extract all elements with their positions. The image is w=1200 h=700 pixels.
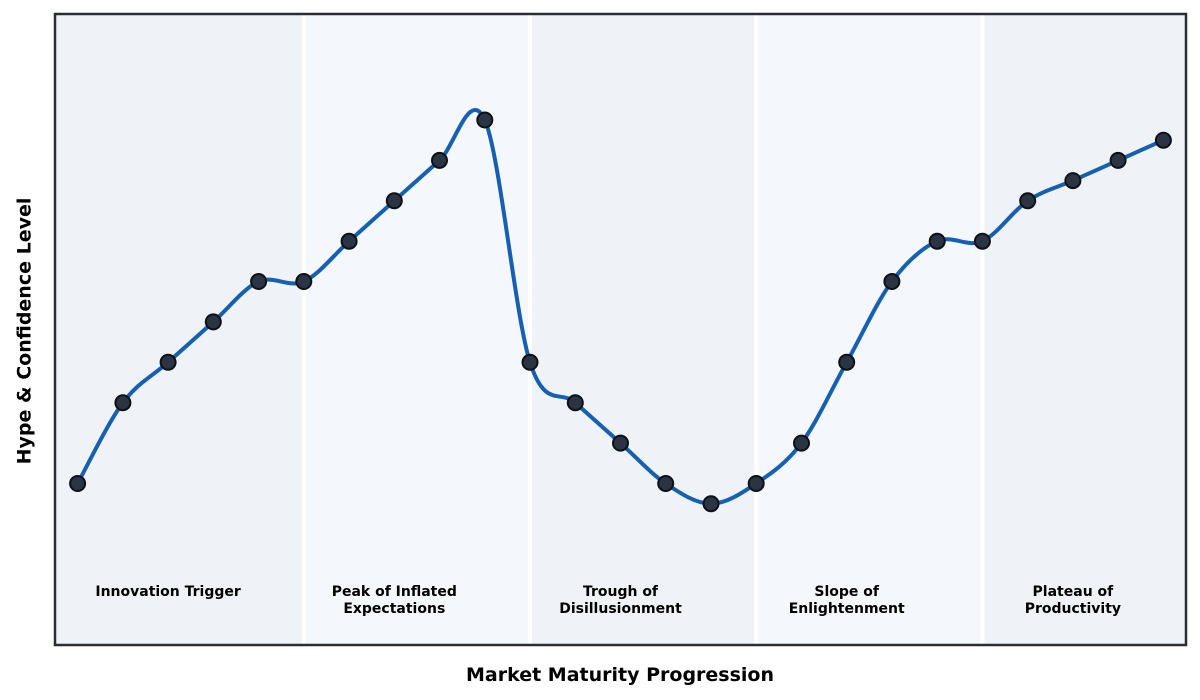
y-axis-label: Hype & Confidence Level [14,198,36,465]
phase-label-4: Plateau of Productivity [1025,584,1121,617]
data-point [476,111,494,129]
data-point [1154,131,1172,149]
data-point [69,475,87,492]
data-point [295,273,313,290]
data-point [928,232,946,250]
data-point [385,192,403,210]
data-point [838,353,856,371]
data-point [114,394,132,412]
data-point [250,273,268,290]
data-point [1064,172,1082,190]
x-axis-label: Market Maturity Progression [466,664,774,686]
phase-separators [301,14,985,645]
phase-label-0: Innovation Trigger [95,584,241,600]
data-point [883,273,901,290]
data-point [612,434,629,452]
phase-label-group: Innovation Trigger Peak of Inflated Expect… [95,584,1121,617]
phase-band-3 [756,14,983,645]
data-point [431,151,448,169]
data-point [793,434,810,452]
data-point [973,232,991,250]
plot-border [53,12,1188,647]
phase-label-1: Peak of Inflated Expectations [332,584,457,617]
data-point [1109,151,1127,169]
data-point [566,394,584,412]
data-point-markers [69,111,1172,513]
data-point [702,495,720,513]
data-point [657,475,675,492]
data-point [340,232,358,250]
phase-bands [55,14,1186,645]
data-point [1019,192,1037,210]
data-point [747,475,765,492]
data-point [204,313,222,331]
phase-band-1 [303,14,531,645]
data-point [159,353,177,371]
data-point [521,353,539,371]
phase-band-2 [530,14,757,645]
phase-band-4 [982,14,1186,645]
phase-label-2: Trough of Disillusionment [559,584,682,617]
phase-band-0 [55,14,304,645]
phase-label-3: Slope of Enlightenment [789,584,905,617]
